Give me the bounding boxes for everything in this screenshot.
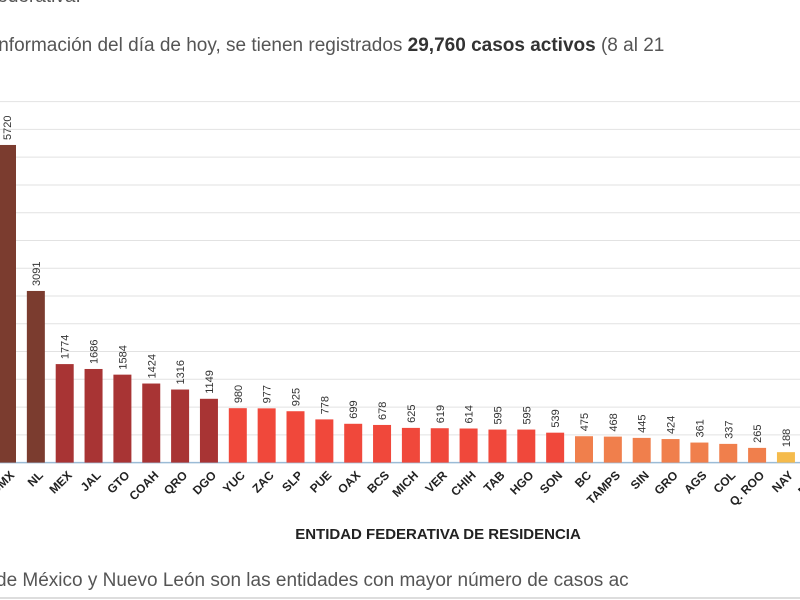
bar-col bbox=[719, 443, 738, 463]
value-label: 1316 bbox=[175, 360, 187, 384]
text-line-intro: información del día de hoy, se tienen re… bbox=[0, 35, 664, 57]
bar-oax bbox=[344, 423, 363, 463]
bar-qro bbox=[171, 389, 190, 463]
bar-jal bbox=[84, 368, 103, 463]
value-label: 1149 bbox=[204, 370, 216, 394]
bar-bc bbox=[575, 436, 593, 463]
category-label: CDMX bbox=[0, 468, 17, 503]
value-label: 925 bbox=[291, 388, 303, 406]
bar-slp bbox=[286, 411, 305, 463]
bar-nl bbox=[26, 290, 45, 463]
category-label: NAY bbox=[769, 468, 796, 495]
value-label: 1774 bbox=[60, 335, 72, 359]
category-label: HGO bbox=[507, 468, 536, 497]
bar-zac bbox=[257, 408, 276, 463]
category-label: BCS bbox=[364, 468, 392, 496]
bars bbox=[0, 144, 795, 463]
value-label: 1686 bbox=[89, 339, 101, 363]
bar-gro bbox=[661, 439, 680, 463]
value-label: 1584 bbox=[117, 345, 129, 369]
category-label: BC bbox=[572, 468, 594, 490]
value-label: 3091 bbox=[31, 261, 43, 285]
value-label: 265 bbox=[752, 425, 764, 443]
category-label: AGS bbox=[681, 468, 709, 496]
text-line-bottom: de México y Nuevo León son las entidades… bbox=[0, 570, 629, 591]
category-label: DGO bbox=[190, 468, 219, 497]
bar-sin bbox=[632, 437, 651, 463]
bar-yuc bbox=[228, 408, 247, 463]
bar-nay bbox=[776, 452, 795, 463]
value-label: 539 bbox=[550, 409, 562, 427]
bar-hgo bbox=[517, 429, 536, 463]
value-label: 619 bbox=[435, 405, 447, 423]
category-label: COAH bbox=[126, 468, 161, 503]
bar-chih bbox=[459, 428, 478, 463]
bar-bcs bbox=[373, 424, 392, 463]
value-label: 188 bbox=[781, 429, 793, 447]
value-label: 1424 bbox=[146, 354, 158, 378]
bar-mich bbox=[401, 427, 420, 463]
value-label: 614 bbox=[464, 405, 476, 423]
value-label: 678 bbox=[377, 402, 389, 420]
category-label: ZAC bbox=[249, 468, 277, 496]
x-axis-label: ENTIDAD FEDERATIVA DE RESIDENCIA bbox=[295, 526, 581, 543]
intro-text-end: (8 al 21 bbox=[595, 35, 665, 56]
bar-dgo bbox=[199, 398, 218, 463]
value-labels: 5720 3091 1774 1686 1584 1424 1316 1149 980 977 92… bbox=[2, 115, 793, 447]
category-label: MEX bbox=[47, 468, 75, 496]
value-label: 468 bbox=[608, 413, 620, 431]
gridlines bbox=[0, 101, 800, 464]
value-label: 625 bbox=[406, 405, 418, 423]
value-label: 5720 bbox=[2, 115, 14, 139]
value-label: 699 bbox=[348, 400, 360, 418]
bar-ags bbox=[690, 442, 709, 463]
category-label: NL bbox=[25, 468, 46, 489]
category-label: QRO bbox=[161, 468, 190, 497]
value-label: 977 bbox=[262, 385, 274, 403]
bar-son bbox=[546, 432, 565, 463]
category-label: SON bbox=[537, 468, 565, 496]
bar-tab bbox=[488, 429, 507, 463]
value-label: 595 bbox=[521, 406, 533, 424]
value-label: 475 bbox=[579, 413, 591, 431]
value-label: 361 bbox=[694, 419, 706, 437]
bar-tamps bbox=[603, 436, 622, 463]
category-label: TAB bbox=[481, 468, 508, 495]
value-label: 337 bbox=[723, 421, 735, 439]
value-label: 778 bbox=[319, 396, 331, 414]
category-label: MICH bbox=[389, 468, 421, 500]
bar-coah bbox=[142, 383, 161, 463]
category-label: VER bbox=[423, 468, 451, 496]
category-label: JAL bbox=[78, 468, 104, 494]
category-label: YUC bbox=[220, 468, 248, 496]
category-label: SLP bbox=[279, 468, 305, 494]
text-line-top: federativa. bbox=[0, 0, 81, 8]
value-label: 980 bbox=[233, 385, 245, 403]
value-label: 445 bbox=[637, 415, 649, 433]
category-label: PUE bbox=[307, 468, 334, 495]
category-label: MOR bbox=[795, 468, 800, 498]
category-label: SIN bbox=[628, 468, 652, 492]
bar-ver bbox=[430, 428, 449, 463]
value-label: 595 bbox=[492, 406, 504, 424]
category-label: GRO bbox=[651, 468, 680, 497]
intro-text: información del día de hoy, se tienen re… bbox=[0, 35, 408, 56]
category-label: OAX bbox=[335, 468, 363, 496]
bar-mex bbox=[55, 364, 74, 463]
intro-bold-count: 29,760 casos activos bbox=[407, 35, 596, 56]
bar-cdmx bbox=[0, 144, 16, 463]
value-label: 424 bbox=[666, 416, 678, 434]
bar-gto bbox=[113, 374, 132, 463]
bar-qroo bbox=[748, 447, 767, 463]
category-label: CHIH bbox=[448, 468, 479, 499]
bar-pue bbox=[315, 419, 334, 463]
